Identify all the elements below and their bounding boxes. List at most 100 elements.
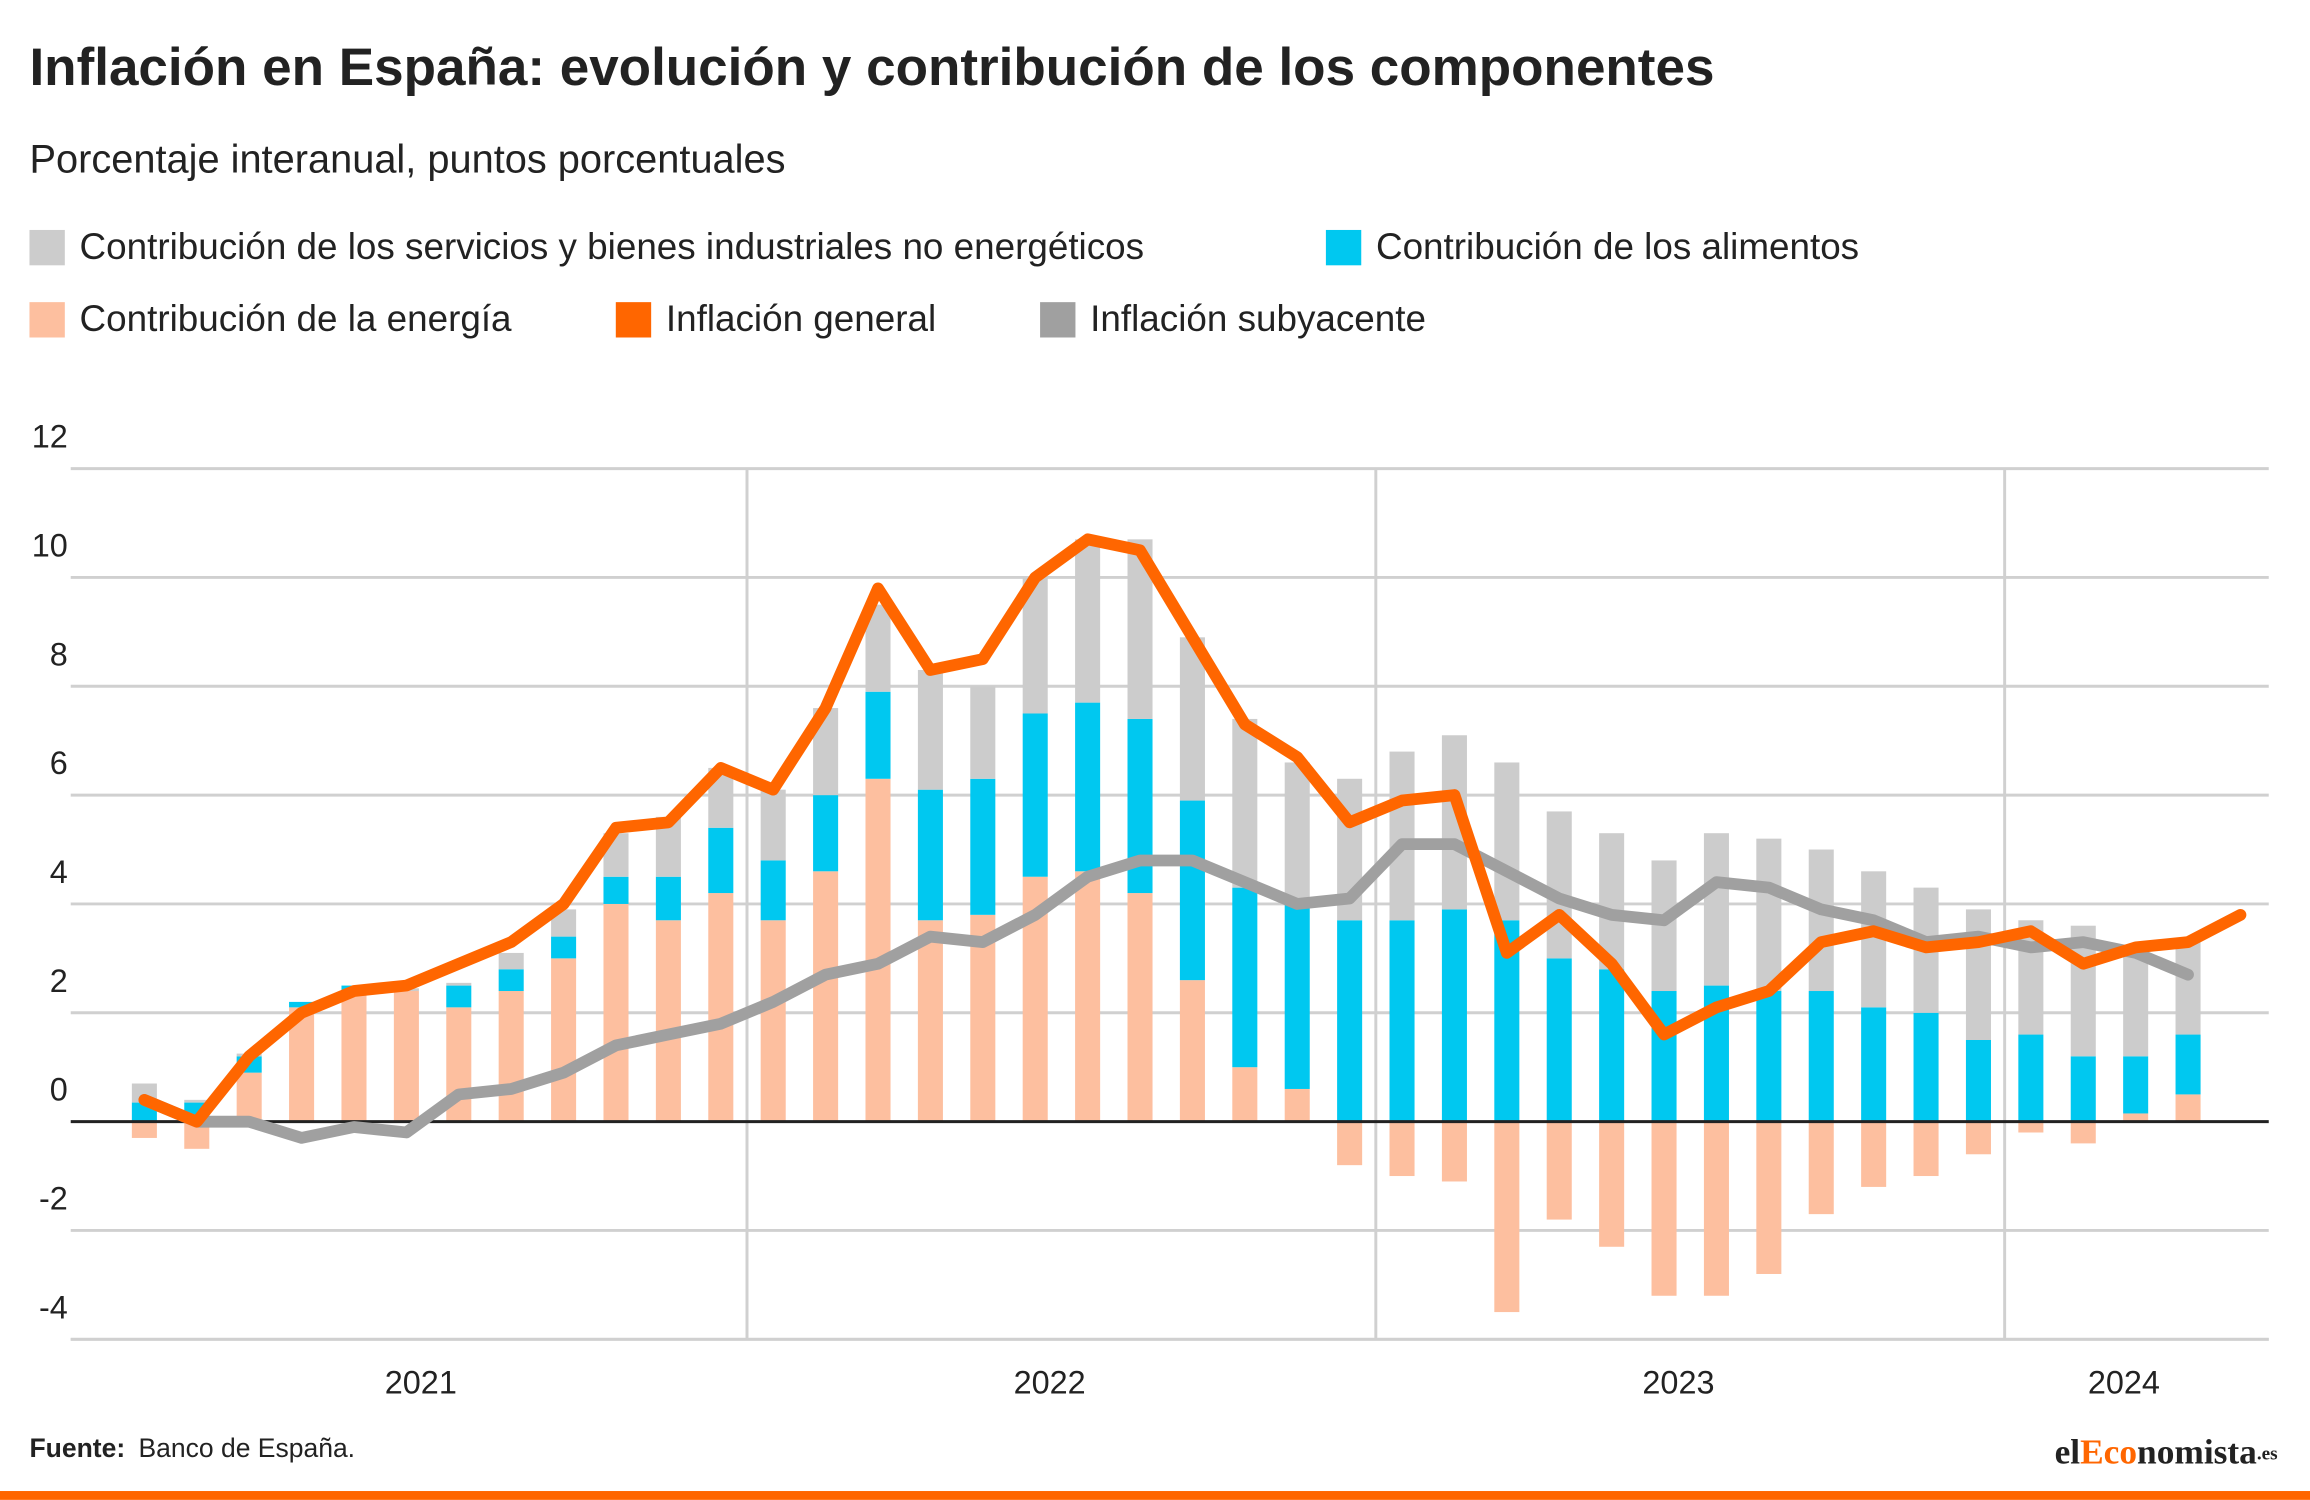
y-tick-label: -4 [39,1289,68,1325]
bar-segment [498,969,524,992]
bar-segment [1808,1121,1834,1215]
bar-segment [865,691,891,779]
bar-segment [917,669,943,790]
bar-segment [1651,1121,1677,1296]
bar-segment [1756,838,1782,992]
x-tick-label: 2024 [2088,1365,2160,1401]
legend-swatch [29,229,65,266]
bar-segment [708,827,734,894]
y-tick-label: -2 [39,1181,68,1217]
bar-segment [131,1121,157,1138]
bar-segment [1546,958,1572,1122]
bar-segment [289,1001,315,1008]
bar-segment [341,991,367,1122]
y-tick-label: 10 [32,528,68,564]
bar-segment [1127,893,1153,1122]
bar-segment [1494,762,1520,921]
bar-segment [2175,1034,2201,1095]
brand-logo: elEconomista.es [2055,1432,2278,1472]
bar-segment [1703,833,1729,986]
bar-segment [917,789,943,921]
bar-segment [760,920,786,1122]
bar-segment [1022,713,1048,877]
legend-label: Inflación general [666,298,936,339]
bar-segment [1337,920,1363,1122]
bar-segment [1389,1121,1415,1177]
bar-segment [2123,1113,2149,1122]
chart-title: Inflación en España: evolución y contrib… [29,38,1714,97]
bar-segment [1075,539,1101,703]
bar-segment [1494,1121,1520,1313]
bar-segment [1965,1039,1991,1122]
bar-segment [2123,1056,2149,1114]
brand-accent: Eco [2080,1432,2137,1472]
bar-segment [551,958,577,1122]
legend-swatch [1325,229,1362,266]
bar-segment [1441,909,1467,1122]
bar-segment [1599,969,1625,1122]
bar-segment [970,778,996,915]
chart-subtitle: Porcentaje interanual, puntos porcentual… [29,138,785,182]
legend-label: Contribución de la energía [80,298,513,339]
bar-segment [865,778,891,1122]
x-tick-label: 2021 [385,1365,457,1401]
bar-segment [1284,903,1310,1089]
bar-segment [2018,1121,2044,1133]
y-tick-label: 2 [50,963,68,999]
bar-segment [655,920,681,1122]
bar-segment [2018,1034,2044,1122]
legend-swatch [29,302,65,338]
bar-segment [1965,1121,1991,1155]
bar-segment [1599,1121,1625,1247]
bar-segment [184,1099,210,1103]
legend-label: Contribución de los alimentos [1376,226,1859,267]
bar-segment [1441,1121,1467,1182]
bar-segment [1179,637,1205,801]
y-tick-label: 8 [50,636,68,672]
bar-segment [1179,980,1205,1122]
bar-segment [1756,991,1782,1122]
bar-segment [760,789,786,861]
bar-segment [813,871,839,1122]
bar-segment [2070,1056,2096,1122]
bar-segment [1965,909,1991,1040]
bar-segment [1861,1121,1887,1187]
bar-segment [917,920,943,1122]
bar-segment [446,985,472,1008]
bar-segment [708,893,734,1122]
bar-segment [2175,942,2201,1035]
bar-segment [2123,947,2149,1057]
y-tick-label: 4 [50,854,68,890]
brand-post: nomista [2137,1432,2257,1472]
brand-pre: el [2055,1432,2081,1472]
bar-segment [1808,849,1834,992]
bar-segment [1075,871,1101,1122]
bar-segment [1913,1121,1939,1177]
bar-segment [236,1072,262,1122]
bar-segment [760,860,786,921]
x-tick-label: 2023 [1642,1365,1714,1401]
line-series [138,533,2247,1128]
bar-segment [1808,991,1834,1122]
bar-segment [1703,1121,1729,1296]
brand-suffix: .es [2257,1444,2278,1465]
bar-segment [603,876,629,904]
bar-segment [498,952,524,970]
bar-segment [970,686,996,779]
legend-swatch [1040,302,1076,338]
legend-label: Inflación subyacente [1090,298,1426,339]
bar-segment [1232,887,1258,1068]
y-tick-label: 6 [50,745,68,781]
legend-label: Contribución de los servicios y bienes i… [80,226,1145,267]
bottom-rule [0,1491,2310,1500]
bar-segment [2070,1121,2096,1144]
y-tick-label: 0 [50,1072,68,1108]
bar-segment [551,936,577,959]
bar-segment [970,914,996,1122]
bar-segment [1389,751,1415,921]
bar-segment [1546,811,1572,959]
y-tick-label: 12 [32,419,68,455]
x-tick-label: 2022 [1014,1365,1086,1401]
bar-segment [603,903,629,1122]
